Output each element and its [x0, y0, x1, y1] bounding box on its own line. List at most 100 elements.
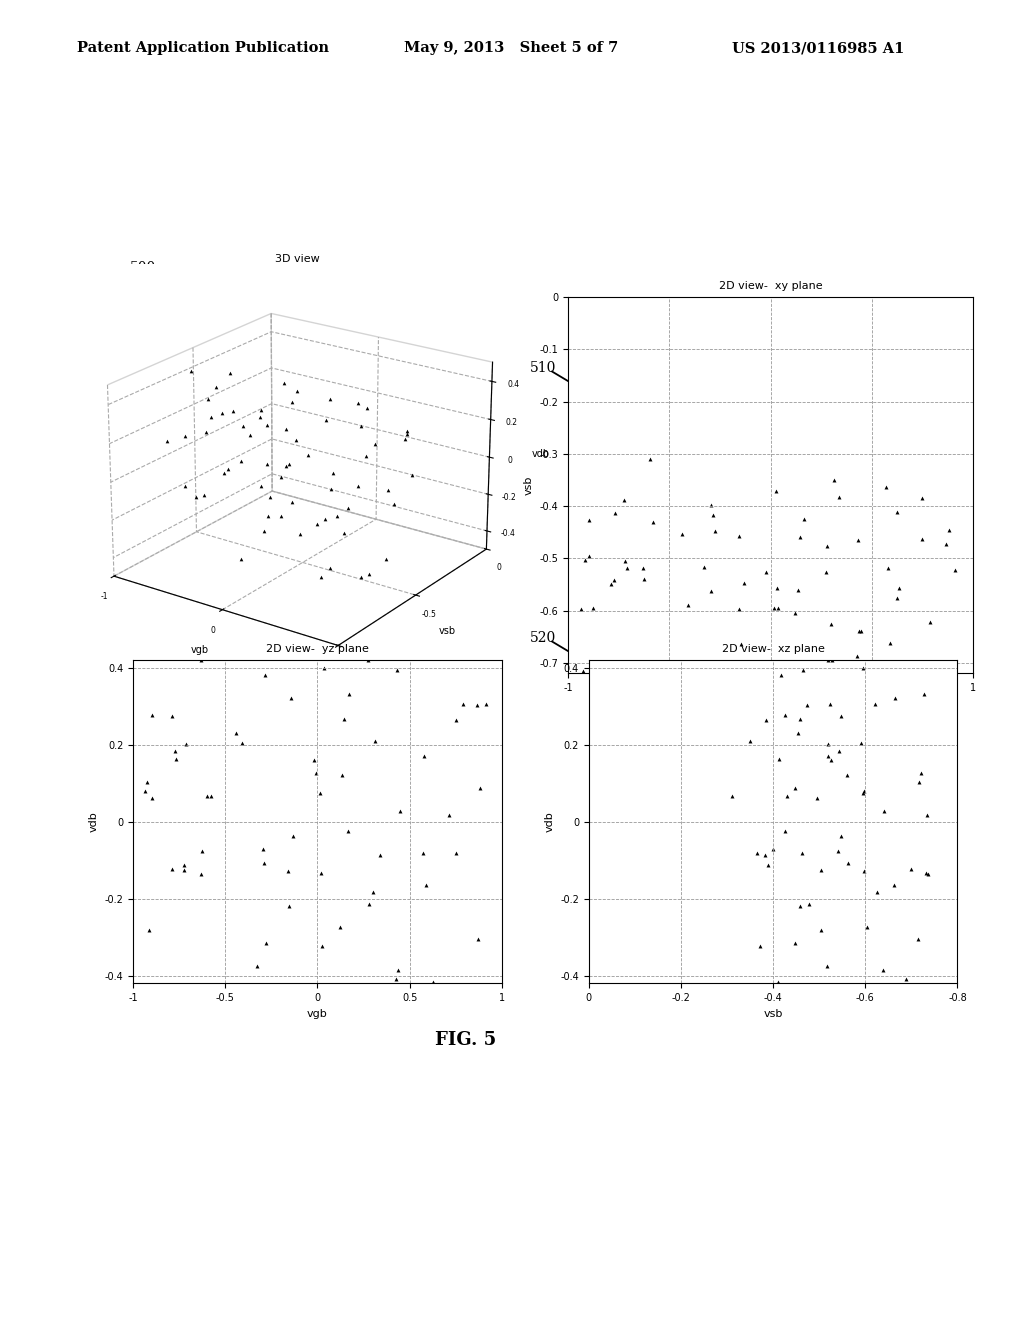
Point [193, 863, 209, 884]
Point [735, 573, 752, 594]
Point [731, 525, 748, 546]
Title: 2D view-  xy plane: 2D view- xy plane [719, 281, 822, 290]
Point [867, 693, 884, 714]
Point [778, 785, 795, 807]
Point [425, 972, 441, 993]
Point [724, 785, 740, 807]
Point [853, 620, 869, 642]
Point [856, 780, 872, 801]
Point [283, 688, 299, 709]
Point [809, 787, 825, 808]
Point [447, 709, 464, 730]
Point [477, 694, 494, 715]
Point [910, 772, 927, 793]
Point [703, 581, 720, 602]
Point [874, 960, 891, 981]
Point [575, 660, 592, 681]
Point [470, 929, 486, 950]
Point [447, 842, 464, 863]
Point [914, 528, 931, 549]
Point [849, 645, 865, 667]
Point [880, 557, 896, 578]
Point [203, 785, 219, 807]
Point [853, 733, 869, 754]
Point [340, 820, 356, 841]
Text: 515: 515 [122, 631, 148, 645]
Point [233, 733, 250, 754]
Point [136, 780, 153, 801]
Point [415, 842, 431, 863]
Point [768, 578, 784, 599]
Point [255, 838, 271, 859]
Point [939, 660, 955, 681]
Point [777, 820, 794, 841]
Point [837, 643, 853, 664]
Point [840, 853, 856, 874]
Point [308, 763, 325, 784]
X-axis label: vgb: vgb [307, 1008, 328, 1019]
Point [389, 660, 406, 681]
Point [817, 562, 834, 583]
Point [882, 632, 898, 653]
Point [167, 741, 183, 762]
Point [787, 932, 804, 953]
Point [390, 960, 407, 981]
Point [705, 504, 721, 525]
Point [813, 920, 829, 941]
Point [787, 602, 804, 623]
Y-axis label: vdb: vdb [545, 812, 555, 832]
Point [281, 895, 297, 916]
Point [876, 800, 892, 821]
Point [790, 722, 806, 743]
Point [777, 704, 794, 725]
Point [472, 777, 488, 799]
Point [757, 845, 773, 866]
Title: 3D view: 3D view [274, 253, 319, 264]
Point [164, 858, 180, 879]
Point [455, 693, 471, 714]
Point [228, 722, 245, 743]
Point [696, 557, 713, 578]
Point [829, 841, 846, 862]
Point [255, 853, 271, 874]
Point [742, 730, 759, 751]
Point [772, 665, 788, 686]
Point [766, 598, 782, 619]
Point [796, 508, 812, 529]
Text: 520: 520 [530, 631, 556, 645]
Point [361, 894, 378, 915]
Text: 510: 510 [530, 360, 556, 375]
Text: 505: 505 [122, 360, 148, 375]
Point [856, 861, 872, 882]
Point [143, 704, 160, 725]
Point [887, 688, 903, 709]
Point [909, 929, 926, 950]
Point [940, 520, 956, 541]
Point [823, 649, 840, 671]
Point [767, 480, 783, 502]
Point [707, 520, 723, 541]
Point [424, 978, 440, 999]
Point [636, 569, 652, 590]
Point [140, 920, 157, 941]
Y-axis label: vsb: vsb [524, 475, 535, 495]
Point [607, 502, 624, 523]
Point [391, 800, 408, 821]
Point [258, 932, 274, 953]
Point [175, 854, 191, 875]
Point [792, 527, 808, 548]
Point [770, 972, 786, 993]
Point [813, 859, 829, 880]
Point [368, 730, 384, 751]
Point [855, 783, 871, 804]
Point [581, 510, 597, 531]
Point [733, 634, 750, 655]
Point [906, 669, 923, 690]
Point [795, 660, 811, 681]
Point [823, 748, 840, 770]
Point [418, 875, 434, 896]
Point [819, 746, 836, 767]
Point [823, 614, 840, 635]
Y-axis label: vdb: vdb [89, 812, 99, 832]
Point [903, 978, 920, 999]
